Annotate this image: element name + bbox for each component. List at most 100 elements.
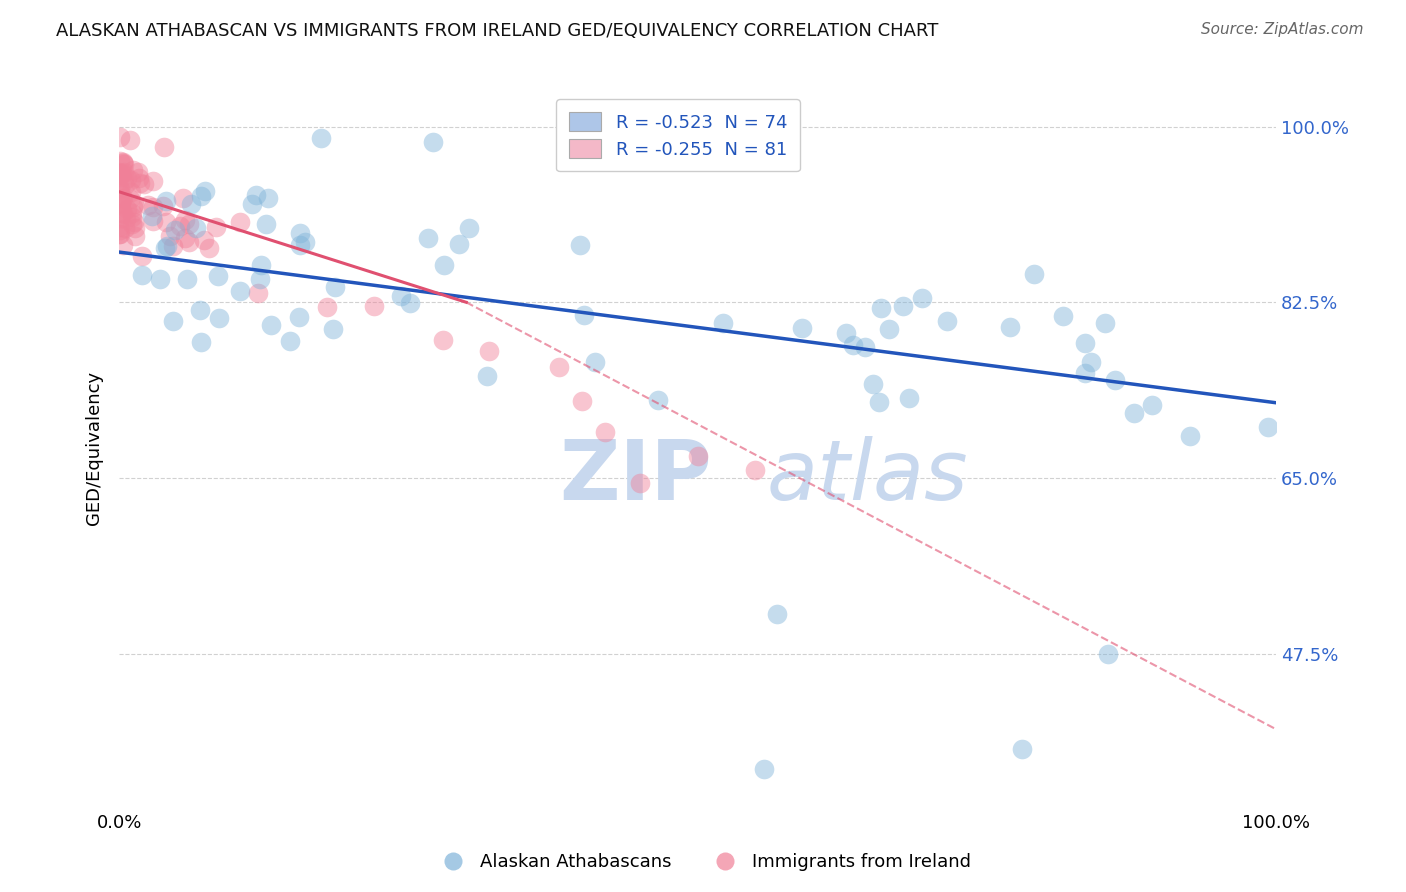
Point — [117, 202, 139, 216]
Point — [870, 301, 893, 316]
Point — [112, 165, 135, 179]
Point — [1180, 429, 1202, 443]
Point — [792, 321, 814, 335]
Point — [1011, 742, 1033, 756]
Point — [288, 226, 311, 240]
Point — [835, 326, 858, 340]
Point — [240, 196, 263, 211]
Point — [593, 425, 616, 439]
Point — [110, 201, 132, 215]
Legend: R = -0.523  N = 74, R = -0.255  N = 81: R = -0.523 N = 74, R = -0.255 N = 81 — [557, 99, 800, 171]
Point — [256, 191, 278, 205]
Point — [294, 235, 316, 249]
Point — [124, 215, 146, 229]
Point — [647, 392, 669, 407]
Point — [114, 221, 136, 235]
Point — [112, 191, 135, 205]
Point — [152, 199, 174, 213]
Point — [449, 237, 471, 252]
Point — [879, 322, 901, 336]
Point — [309, 131, 332, 145]
Point — [162, 238, 184, 252]
Point — [120, 173, 142, 187]
Point — [108, 187, 131, 202]
Point — [163, 223, 186, 237]
Point — [245, 187, 267, 202]
Point — [316, 300, 339, 314]
Point — [254, 218, 277, 232]
Point — [124, 228, 146, 243]
Point — [110, 170, 132, 185]
Point — [122, 196, 145, 211]
Point — [478, 344, 501, 359]
Text: atlas: atlas — [768, 436, 969, 517]
Point — [1074, 336, 1097, 351]
Point — [583, 355, 606, 369]
Point — [128, 171, 150, 186]
Point — [131, 268, 153, 282]
Point — [111, 206, 134, 220]
Point — [1073, 366, 1095, 380]
Point — [853, 340, 876, 354]
Point — [153, 241, 176, 255]
Point — [207, 269, 229, 284]
Point — [389, 289, 412, 303]
Point — [112, 238, 135, 252]
Point — [142, 174, 165, 188]
Point — [752, 763, 775, 777]
Point — [112, 157, 135, 171]
Y-axis label: GED/Equivalency: GED/Equivalency — [86, 371, 103, 525]
Point — [1094, 316, 1116, 330]
Point — [288, 310, 311, 324]
Point — [115, 211, 138, 226]
Point — [1257, 419, 1279, 434]
Point — [898, 391, 921, 405]
Point — [711, 316, 734, 330]
Point — [134, 178, 156, 192]
Point — [1104, 374, 1126, 388]
Point — [247, 286, 270, 301]
Point — [108, 181, 131, 195]
Point — [190, 188, 212, 202]
Point — [121, 217, 143, 231]
Point — [176, 272, 198, 286]
Point — [108, 182, 131, 196]
Point — [841, 338, 863, 352]
Point — [110, 169, 132, 183]
Point — [177, 218, 200, 232]
Point — [155, 215, 177, 229]
Point — [432, 333, 454, 347]
Point — [891, 299, 914, 313]
Point — [868, 395, 890, 409]
Point — [108, 211, 131, 226]
Point — [110, 195, 132, 210]
Point — [172, 191, 194, 205]
Point — [131, 249, 153, 263]
Text: ALASKAN ATHABASCAN VS IMMIGRANTS FROM IRELAND GED/EQUIVALENCY CORRELATION CHART: ALASKAN ATHABASCAN VS IMMIGRANTS FROM IR… — [56, 22, 939, 40]
Point — [260, 318, 283, 332]
Point — [159, 229, 181, 244]
Point — [249, 258, 271, 272]
Point — [108, 219, 131, 234]
Point — [398, 296, 420, 310]
Point — [194, 185, 217, 199]
Point — [121, 205, 143, 219]
Point — [198, 241, 221, 255]
Point — [1080, 355, 1102, 369]
Point — [121, 162, 143, 177]
Point — [141, 209, 163, 223]
Point — [118, 132, 141, 146]
Point — [1097, 647, 1119, 661]
Point — [142, 200, 165, 214]
Point — [229, 215, 252, 229]
Point — [110, 223, 132, 237]
Point — [1024, 267, 1046, 281]
Point — [108, 164, 131, 178]
Point — [112, 206, 135, 220]
Point — [1052, 309, 1074, 323]
Point — [190, 335, 212, 350]
Point — [121, 211, 143, 225]
Point — [363, 299, 385, 313]
Point — [108, 166, 131, 180]
Point — [112, 174, 135, 188]
